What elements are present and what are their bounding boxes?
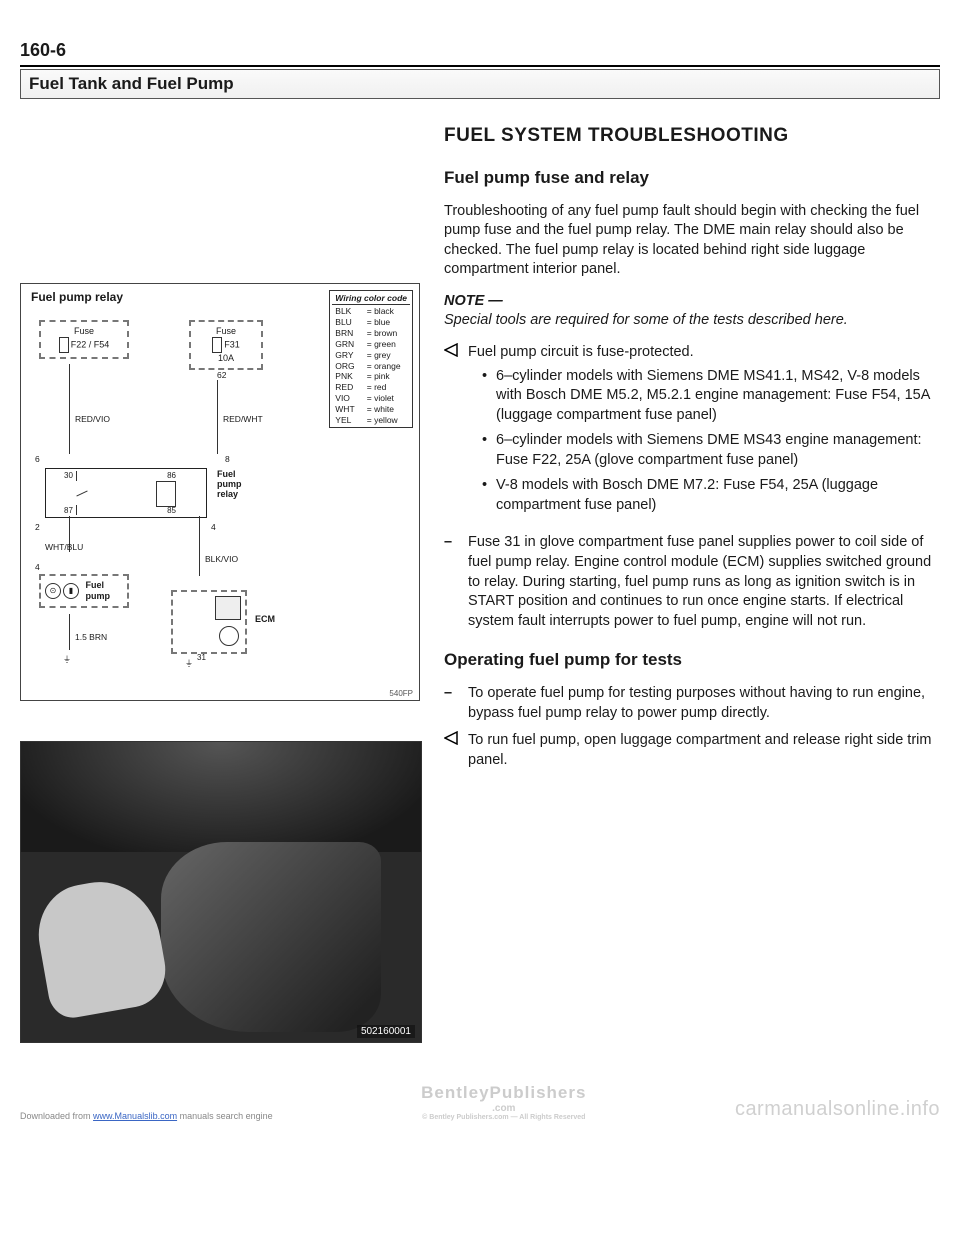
triangle-icon <box>444 731 458 770</box>
fuel-pump-box: ⊙▮ Fuelpump <box>39 574 129 608</box>
wiring-table-header: Wiring color code <box>332 293 410 305</box>
wire-wht-blu: WHT/BLU <box>45 542 83 552</box>
intro-paragraph: Troubleshooting of any fuel pump fault s… <box>444 202 940 280</box>
relay-label: Fuel pump relay <box>217 470 242 500</box>
step-fuse31: – Fuse 31 in glove compartment fuse pane… <box>444 533 940 631</box>
pin-8: 8 <box>225 454 230 464</box>
note-body: Special tools are required for some of t… <box>444 312 848 328</box>
list-item: V-8 models with Bosch DME M7.2: Fuse F54… <box>482 476 940 515</box>
wiring-diagram: Fuel pump relay Wiring color code BLK= b… <box>20 283 420 701</box>
dash-icon: – <box>444 533 458 631</box>
note-heading: NOTE — <box>444 293 503 309</box>
diagram-title: Fuel pump relay <box>31 290 123 304</box>
right-column: FUEL SYSTEM TROUBLESHOOTING Fuel pump fu… <box>444 123 940 1043</box>
ecm-box: ECM 31 <box>171 590 247 654</box>
pin-6: 6 <box>35 454 40 464</box>
section-header: Fuel Tank and Fuel Pump <box>20 69 940 99</box>
heading-fuel-system-troubleshooting: FUEL SYSTEM TROUBLESHOOTING <box>444 123 940 149</box>
heading-fuse-relay: Fuel pump fuse and relay <box>444 167 940 190</box>
fuse-f31: Fuse F31 10A <box>189 320 263 370</box>
pin-2: 2 <box>35 522 40 532</box>
fuse-bullet-list: 6–cylinder models with Siemens DME MS41.… <box>482 367 940 516</box>
note-block: NOTE — Special tools are required for so… <box>444 292 940 331</box>
footer-download-source: Downloaded from www.Manualslib.com manua… <box>20 1111 273 1121</box>
step-fuse31-text: Fuse 31 in glove compartment fuse panel … <box>468 533 940 631</box>
step-fuse-protected: Fuel pump circuit is fuse-protected. 6–c… <box>444 343 940 526</box>
fuse-f22-f54: Fuse F22 / F54 <box>39 320 129 359</box>
footer-publisher: BentleyPublishers.com © Bentley Publishe… <box>421 1083 586 1121</box>
photo-id: 502160001 <box>357 1025 415 1038</box>
step-open-luggage-text: To run fuel pump, open luggage compartme… <box>468 731 940 770</box>
wiring-color-table: Wiring color code BLK= black BLU= blue B… <box>329 290 413 428</box>
step-bypass-text: To operate fuel pump for testing purpose… <box>468 684 940 723</box>
page-footer: Downloaded from www.Manualslib.com manua… <box>20 1083 940 1121</box>
footer-watermark: carmanualsonline.info <box>735 1098 940 1121</box>
terminal-62: 62 <box>217 370 226 380</box>
list-item: 6–cylinder models with Siemens DME MS41.… <box>482 367 940 426</box>
left-column: Fuel pump relay Wiring color code BLK= b… <box>20 123 420 1043</box>
manualslib-link[interactable]: www.Manualslib.com <box>93 1111 177 1121</box>
step-open-luggage: To run fuel pump, open luggage compartme… <box>444 731 940 770</box>
wire-red-wht: RED/WHT <box>223 414 263 424</box>
wire-brn: 1.5 BRN <box>75 632 107 642</box>
page-container: 160-6 Fuel Tank and Fuel Pump Fuel pump … <box>0 0 960 1141</box>
luggage-compartment-photo: 502160001 <box>20 741 422 1043</box>
pin-4b: 4 <box>35 562 40 572</box>
heading-operating-tests: Operating fuel pump for tests <box>444 649 940 672</box>
step-bypass: – To operate fuel pump for testing purpo… <box>444 684 940 723</box>
page-number: 160-6 <box>20 40 940 67</box>
diagram-id: 540FP <box>389 689 413 698</box>
ground-right: ⏚ <box>185 658 193 669</box>
wire-red-vio: RED/VIO <box>75 414 110 424</box>
step-fuse-protected-text: Fuel pump circuit is fuse-protected. <box>468 343 940 363</box>
fuel-pump-relay-box: 30 86 87 85 <box>45 468 207 518</box>
list-item: 6–cylinder models with Siemens DME MS43 … <box>482 431 940 470</box>
pin-4: 4 <box>211 522 216 532</box>
dash-icon: – <box>444 684 458 723</box>
wire-blk-vio: BLK/VIO <box>205 554 238 564</box>
ground-left: ⏚ <box>63 654 71 665</box>
main-columns: Fuel pump relay Wiring color code BLK= b… <box>20 123 940 1043</box>
triangle-icon <box>444 343 458 526</box>
